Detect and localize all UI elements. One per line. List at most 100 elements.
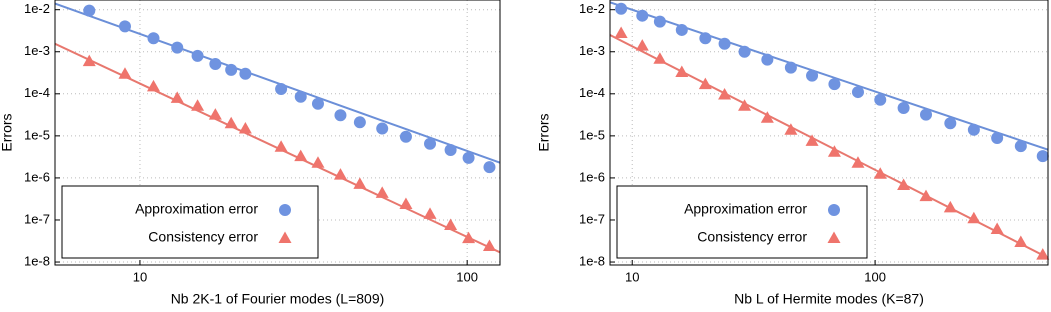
marker (636, 9, 649, 22)
marker (761, 53, 774, 66)
marker (294, 90, 307, 103)
marker (209, 58, 222, 71)
marker (399, 197, 413, 209)
marker (83, 4, 96, 17)
marker (462, 151, 475, 164)
marker (274, 140, 288, 152)
marker (333, 168, 347, 180)
y-tick-label: 1e-3 (24, 43, 50, 58)
marker (238, 121, 252, 134)
marker (483, 161, 496, 174)
marker (376, 122, 389, 135)
marker (699, 32, 712, 45)
x-tick-label: 100 (456, 269, 478, 284)
marker (375, 186, 389, 198)
legend-label: Consistency error (697, 229, 807, 245)
marker (423, 207, 437, 219)
marker (294, 149, 308, 162)
marker (462, 231, 476, 244)
marker (353, 116, 366, 129)
legend-box (61, 185, 319, 259)
x-axis-label: Nb L of Hermite modes (K=87) (734, 291, 924, 307)
marker (615, 2, 628, 15)
y-tick-label: 1e-6 (24, 169, 50, 184)
legend-box (616, 185, 868, 259)
y-tick-label: 1e-7 (24, 211, 50, 226)
marker (944, 117, 957, 130)
y-tick-label: 1e-5 (579, 127, 605, 142)
marker (653, 15, 666, 28)
axes-frame (54, 0, 501, 266)
y-tick-label: 1e-2 (579, 1, 605, 16)
marker (208, 108, 222, 120)
marker (353, 177, 367, 189)
x-tick-label: 10 (625, 269, 639, 284)
marker (278, 231, 292, 243)
marker (738, 45, 751, 58)
marker (784, 123, 798, 135)
marker (1036, 248, 1050, 260)
marker (718, 88, 732, 100)
marker (239, 67, 252, 80)
marker (279, 204, 291, 216)
marker (967, 211, 981, 224)
y-tick-label: 1e-6 (579, 169, 605, 184)
marker (118, 67, 132, 79)
marker (171, 41, 184, 54)
marker (82, 54, 96, 67)
marker (635, 39, 649, 51)
marker (444, 144, 457, 157)
marker (1014, 140, 1027, 153)
fit-line (610, 1, 1048, 151)
marker (827, 231, 841, 243)
x-axis-label: Nb 2K-1 of Fourier modes (L=809) (171, 291, 385, 307)
marker (224, 116, 238, 129)
marker (827, 145, 841, 157)
marker (920, 108, 933, 121)
y-axis-label: Errors (536, 113, 552, 151)
marker (991, 131, 1004, 144)
marker (118, 20, 131, 33)
marker (967, 123, 980, 136)
marker (738, 99, 752, 111)
marker (897, 178, 911, 190)
marker (828, 78, 841, 91)
marker (614, 26, 628, 38)
marker (1014, 235, 1028, 247)
marker (990, 222, 1004, 235)
y-tick-label: 1e-2 (24, 1, 50, 16)
marker (424, 137, 437, 150)
marker (225, 63, 238, 76)
y-tick-label: 1e-4 (24, 85, 50, 100)
axes-frame (609, 0, 1049, 266)
marker (943, 200, 957, 213)
marker (275, 83, 288, 96)
marker (698, 77, 712, 90)
y-tick-label: 1e-3 (579, 43, 605, 58)
marker (919, 189, 933, 202)
marker (311, 156, 325, 168)
marker (851, 156, 865, 168)
marker (874, 93, 887, 106)
marker (828, 204, 840, 216)
legend-label: Approximation error (135, 201, 258, 217)
marker (1036, 150, 1049, 163)
marker (851, 86, 864, 99)
y-axis-label: Errors (0, 113, 15, 151)
y-tick-label: 1e-5 (24, 127, 50, 142)
marker (760, 111, 774, 123)
legend-label: Approximation error (684, 201, 807, 217)
marker (191, 49, 204, 62)
marker (784, 61, 797, 74)
marker (718, 37, 731, 50)
y-tick-label: 1e-8 (579, 253, 605, 268)
marker (806, 69, 819, 82)
marker (873, 167, 887, 179)
marker (311, 97, 324, 110)
x-tick-label: 100 (864, 269, 886, 284)
marker (675, 23, 688, 36)
marker (147, 32, 160, 45)
marker (653, 52, 667, 64)
marker (444, 218, 458, 230)
marker (191, 99, 205, 111)
